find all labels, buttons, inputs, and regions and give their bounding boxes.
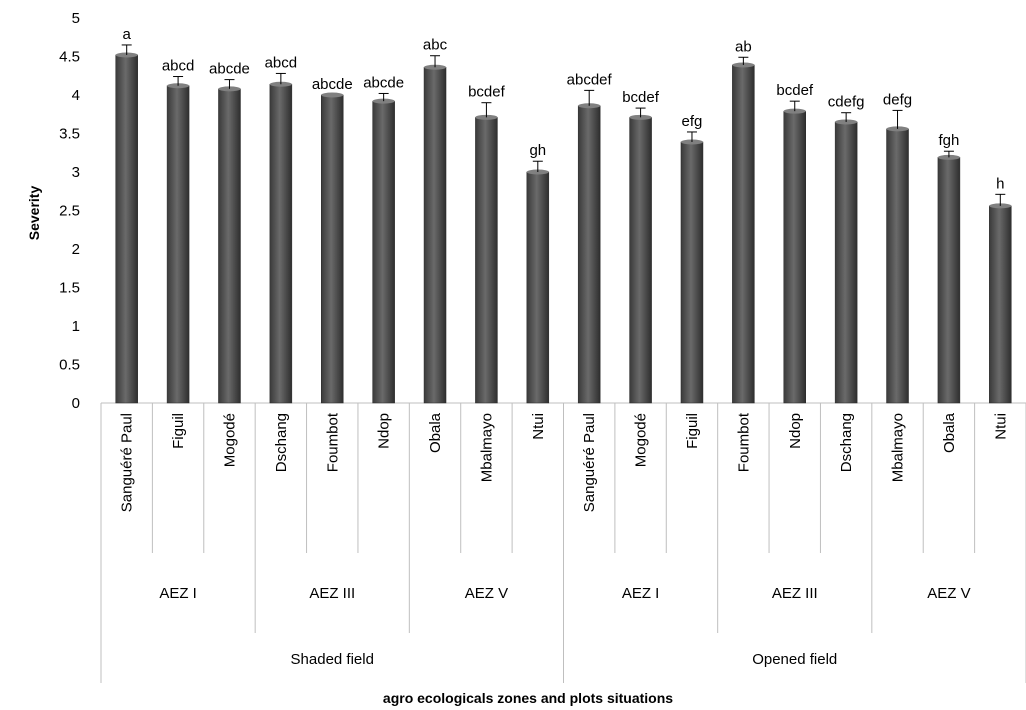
bar (886, 128, 909, 404)
bar (218, 88, 241, 404)
category-label: Ndop (787, 413, 804, 449)
significance-letter: bcdef (622, 89, 660, 106)
situation-label: Shaded field (291, 651, 374, 668)
significance-letter: abcd (162, 58, 195, 75)
y-tick-label: 2 (72, 241, 80, 258)
bar (475, 117, 498, 404)
category-label: Ntui (992, 413, 1009, 440)
y-tick-label: 1.5 (59, 280, 80, 297)
significance-letter: a (123, 26, 132, 43)
bar (321, 94, 344, 404)
bar (526, 171, 550, 404)
zone-label: AEZ III (309, 585, 355, 602)
category-label: Dschang (273, 413, 290, 472)
significance-letter: fgh (938, 132, 959, 149)
zone-label: AEZ I (622, 585, 660, 602)
category-label: Obala (941, 412, 958, 453)
category-label: Figuil (684, 413, 701, 449)
y-tick-label: 4.5 (59, 49, 80, 66)
category-label: Sanguéré Paul (581, 413, 598, 512)
bar (629, 117, 652, 404)
bar (269, 83, 293, 404)
y-axis-ticks: 0 0.5 1 1.5 2 2.5 3 3.5 4 4.5 5 (59, 10, 80, 412)
bar (783, 110, 806, 404)
category-label: Mogodé (633, 413, 650, 467)
bar-cap (321, 92, 344, 98)
bar (372, 100, 395, 404)
axes (100, 402, 1026, 683)
situation-label: Opened field (752, 651, 837, 668)
bar (577, 105, 601, 404)
y-tick-label: 3 (72, 164, 80, 181)
bar (166, 85, 190, 404)
significance-letter: abcde (209, 61, 250, 78)
bar (937, 157, 961, 404)
category-label: Foumbot (735, 412, 752, 472)
significance-letter: ab (735, 38, 752, 55)
zone-label: AEZ V (465, 585, 508, 602)
significance-letter: bcdef (776, 82, 814, 99)
category-label: Obala (427, 412, 444, 453)
significance-letter: abc (423, 37, 448, 54)
significance-letter: efg (682, 113, 703, 130)
y-tick-label: 0.5 (59, 357, 80, 374)
category-label: Foumbot (324, 412, 341, 472)
significance-letter: h (996, 175, 1004, 192)
category-label: Sanguéré Paul (119, 413, 136, 512)
x-axis-title: agro ecologicals zones and plots situati… (383, 690, 673, 706)
significance-letter: abcde (312, 76, 353, 93)
bar (989, 205, 1012, 404)
category-label: Ntui (530, 413, 547, 440)
bar (423, 67, 447, 404)
y-axis-title: Severity (26, 186, 42, 241)
significance-letter: bcdef (468, 84, 506, 101)
category-axis: Sanguéré Paul Figuil Mogodé Dschang Foumbot N… (119, 412, 1010, 668)
y-tick-label: 3.5 (59, 126, 80, 143)
y-tick-label: 0 (72, 395, 80, 412)
significance-letter: abcd (265, 54, 298, 71)
category-label: Mbalmayo (478, 413, 495, 482)
zone-label: AEZ III (772, 585, 818, 602)
significance-letter: cdefg (828, 94, 865, 111)
category-label: Figuil (170, 413, 187, 449)
significance-letter: abcde (363, 74, 404, 91)
category-label: Dschang (838, 413, 855, 472)
y-tick-label: 5 (72, 10, 80, 27)
y-tick-label: 4 (72, 87, 80, 104)
category-label: Mogodé (221, 413, 238, 467)
bar (732, 64, 755, 404)
significance-letter: defg (883, 91, 912, 108)
bar (680, 141, 704, 404)
zone-label: AEZ I (159, 585, 197, 602)
bar (115, 54, 138, 404)
y-tick-label: 1 (72, 318, 80, 335)
bar (834, 121, 858, 404)
zone-label: AEZ V (927, 585, 970, 602)
category-label: Mbalmayo (890, 413, 907, 482)
significance-letter: gh (529, 142, 546, 159)
y-tick-label: 2.5 (59, 203, 80, 220)
category-label: Ndop (376, 413, 393, 449)
significance-letter: abcdef (567, 71, 613, 88)
